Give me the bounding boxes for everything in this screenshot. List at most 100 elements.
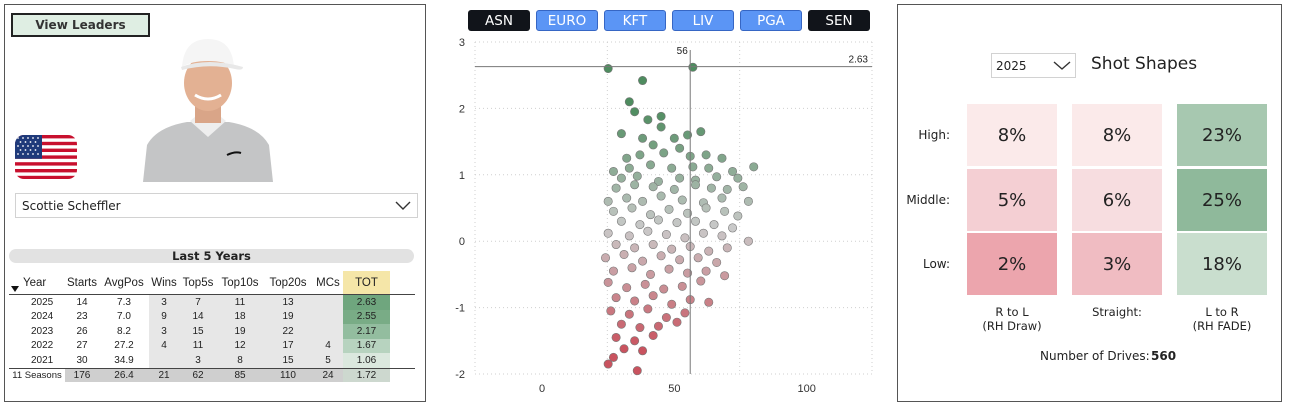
data-point (646, 160, 656, 170)
data-point (664, 264, 674, 274)
cell-mcs (313, 295, 343, 310)
tour-button-asn[interactable]: ASN (468, 10, 530, 31)
cell-year: 2023 (31, 325, 54, 337)
cell-wins: 9 (149, 309, 179, 324)
data-point (743, 236, 753, 246)
column-header-tot[interactable]: TOT (343, 271, 390, 294)
total-row: 11 Seasons 176 26.4 21 62 85 110 24 1.72 (9, 367, 415, 382)
sort-descending-icon (11, 286, 19, 292)
cell-tot: 2.55 (343, 309, 390, 324)
cell-top20s: 15 (263, 353, 313, 368)
data-point (701, 266, 711, 276)
data-point (656, 191, 666, 201)
cell-top10s: 19 (217, 324, 263, 339)
data-point (619, 344, 629, 354)
cell-wins: 3 (149, 324, 179, 339)
data-point (743, 196, 753, 206)
data-point (728, 223, 738, 233)
data-point (704, 163, 714, 173)
table-row: 2025 14 7.3 3 7 11 13 2.63 (9, 295, 415, 310)
total-wins: 21 (149, 368, 179, 382)
cell-tot: 2.63 (343, 295, 390, 310)
cell-avgpos: 7.3 (117, 296, 131, 308)
data-point (669, 184, 679, 194)
data-point (630, 180, 640, 190)
column-header-year[interactable]: Year (9, 271, 65, 294)
reference-x-label: 56 (677, 46, 689, 57)
player-panel: View Leaders (4, 4, 426, 402)
data-point (653, 215, 663, 225)
shot-shape-cell: 23% (1177, 104, 1267, 166)
data-point (611, 240, 621, 250)
data-point (717, 193, 727, 203)
data-point (667, 299, 677, 309)
total-top20s: 110 (263, 368, 313, 382)
column-label-line: R to L (995, 305, 1029, 319)
data-point (630, 296, 640, 306)
data-point (691, 216, 701, 226)
x-tick-label: 50 (668, 383, 680, 395)
y-tick-label: 3 (459, 37, 465, 49)
data-point (648, 291, 658, 301)
data-point (643, 226, 653, 236)
column-header-wins[interactable]: Wins (151, 276, 177, 289)
cell-year: 2024 (31, 311, 54, 323)
data-point (630, 243, 640, 253)
column-label: Straight: (1072, 305, 1162, 319)
data-point (683, 130, 693, 140)
data-point (611, 293, 621, 303)
tour-button-kft[interactable]: KFT (604, 10, 666, 31)
tour-filter-buttons: ASN EURO KFT LIV PGA SEN (468, 10, 870, 31)
tour-button-pga[interactable]: PGA (740, 10, 802, 31)
data-point (717, 153, 727, 163)
column-header-top20s[interactable]: Top20s (269, 276, 307, 289)
tour-button-sen[interactable]: SEN (808, 10, 870, 31)
total-avgpos: 26.4 (99, 368, 149, 382)
data-point (603, 359, 613, 369)
data-point (677, 281, 687, 291)
column-header-avgpos[interactable]: AvgPos (104, 276, 144, 289)
column-header-top5s[interactable]: Top5s (182, 276, 214, 289)
cell-top10s: 11 (217, 295, 263, 310)
data-point (704, 297, 714, 307)
cell-avgpos: 27.2 (114, 340, 134, 352)
data-point (603, 196, 613, 206)
data-point (675, 143, 685, 153)
column-label-line: (RH FADE) (1192, 319, 1252, 333)
data-point (611, 332, 621, 342)
cell-avgpos: 8.2 (117, 325, 131, 337)
data-point (603, 64, 613, 74)
cell-year: 2021 (31, 354, 54, 366)
cell-top5s: 7 (179, 295, 217, 310)
column-header-starts[interactable]: Starts (66, 276, 98, 289)
data-point (603, 277, 613, 287)
data-point (646, 269, 656, 279)
cell-year: 2022 (31, 340, 54, 352)
data-point (698, 228, 708, 238)
data-point (691, 180, 701, 190)
year-dropdown[interactable]: 2025 (991, 53, 1076, 78)
cell-tot: 1.06 (343, 353, 390, 368)
data-point (659, 284, 669, 294)
column-header-mcs[interactable]: MCs (316, 276, 340, 289)
cell-mcs (313, 309, 343, 324)
player-dropdown[interactable]: Scottie Scheffler (15, 193, 418, 218)
column-header-top10s[interactable]: Top10s (221, 276, 259, 289)
shot-shape-cell: 2% (967, 233, 1057, 295)
view-leaders-button[interactable]: View Leaders (11, 13, 150, 37)
cell-tot: 2.17 (343, 324, 390, 339)
column-header-label: Year (23, 276, 47, 289)
data-point (717, 231, 727, 241)
row-label: Middle: (906, 193, 950, 207)
tour-button-euro[interactable]: EURO (536, 10, 598, 31)
data-point (701, 203, 711, 213)
data-point (630, 107, 640, 117)
tour-button-liv[interactable]: LIV (672, 10, 734, 31)
table-row: 2023 26 8.2 3 15 19 22 2.17 (9, 324, 415, 339)
data-point (661, 313, 671, 323)
year-value: 2025 (996, 58, 1027, 73)
data-point (622, 193, 632, 203)
data-point (611, 183, 621, 193)
data-point (622, 283, 632, 293)
total-tot: 1.72 (343, 368, 390, 382)
